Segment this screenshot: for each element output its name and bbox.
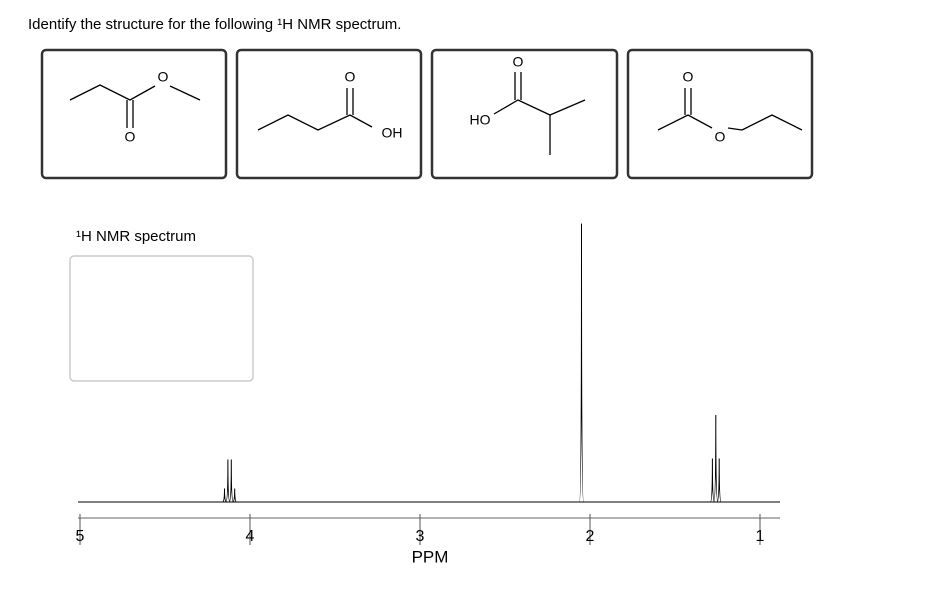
- x-tick-label: 1: [756, 528, 765, 545]
- x-tick-label: 3: [416, 528, 425, 545]
- peak: [228, 459, 234, 503]
- peak: [222, 488, 227, 503]
- option-card[interactable]: O O: [626, 48, 814, 180]
- x-axis-label: PPM: [412, 547, 449, 566]
- answer-drop-zone[interactable]: [69, 255, 254, 382]
- x-tick-label: 4: [246, 528, 255, 545]
- question-text: Identify the structure for the following…: [28, 16, 401, 33]
- option-card[interactable]: O OH: [235, 48, 423, 180]
- peak: [716, 458, 722, 503]
- peak: [709, 458, 715, 503]
- peak: [713, 414, 719, 503]
- peak: [232, 488, 237, 503]
- spectrum-label: ¹H NMR spectrum: [76, 228, 196, 245]
- option-card[interactable]: O O: [40, 48, 228, 180]
- option-card[interactable]: O HO: [430, 48, 619, 180]
- atom-label: O: [125, 129, 136, 145]
- x-tick-label: 5: [76, 528, 85, 545]
- atom-label: O: [158, 69, 169, 85]
- peak: [579, 223, 584, 503]
- x-tick-label: 2: [586, 528, 595, 545]
- atom-label: HO: [470, 112, 491, 128]
- atom-label: O: [345, 69, 356, 85]
- peak: [225, 459, 231, 503]
- atom-label: OH: [382, 125, 403, 141]
- atom-label: O: [715, 129, 726, 145]
- atom-label: O: [683, 69, 694, 85]
- atom-label: O: [513, 54, 524, 70]
